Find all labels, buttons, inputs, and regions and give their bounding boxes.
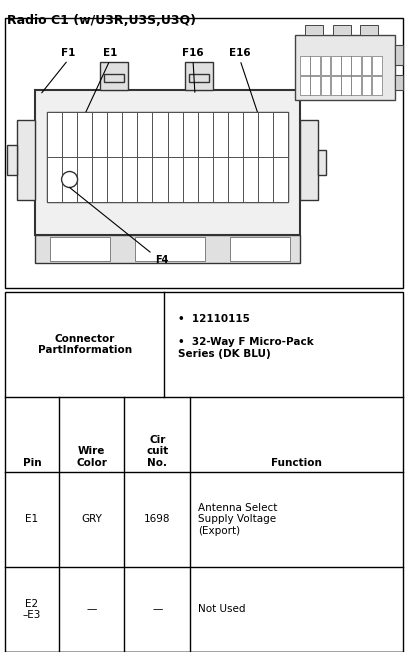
Bar	[341, 55, 351, 75]
Bar	[135, 237, 205, 261]
Text: F1: F1	[61, 48, 75, 58]
Bar	[228, 157, 243, 202]
Bar	[331, 76, 341, 95]
Bar	[321, 76, 330, 95]
Text: F4: F4	[155, 255, 169, 265]
Text: Not Used: Not Used	[198, 604, 246, 614]
Bar	[395, 45, 403, 65]
Bar	[35, 90, 300, 235]
Bar	[122, 157, 137, 202]
Bar	[213, 157, 228, 202]
Bar	[47, 157, 62, 202]
Bar	[318, 150, 326, 175]
Bar	[92, 157, 107, 202]
Bar	[182, 112, 197, 157]
Bar	[310, 76, 320, 95]
Bar	[62, 157, 77, 202]
Bar	[361, 55, 371, 75]
Bar	[273, 157, 288, 202]
Text: Wire
Color: Wire Color	[76, 447, 107, 468]
Bar	[372, 55, 381, 75]
Bar	[321, 55, 330, 75]
Bar	[300, 55, 310, 75]
Bar	[258, 157, 273, 202]
Text: Connector
PartInformation: Connector PartInformation	[38, 334, 132, 355]
Bar	[100, 62, 128, 90]
Bar	[77, 157, 92, 202]
Bar	[168, 157, 182, 202]
Bar	[228, 112, 243, 157]
Bar	[361, 76, 371, 95]
Bar	[62, 112, 77, 157]
Bar	[137, 112, 153, 157]
Bar	[104, 74, 124, 82]
Bar	[137, 157, 153, 202]
Text: Antenna Select
Supply Voltage
(Export): Antenna Select Supply Voltage (Export)	[198, 503, 277, 536]
Bar	[50, 237, 110, 261]
Bar	[7, 145, 17, 175]
Bar	[395, 75, 403, 90]
Bar	[47, 112, 288, 202]
Bar	[5, 292, 403, 652]
Bar	[153, 112, 168, 157]
Bar	[331, 55, 341, 75]
Bar	[107, 157, 122, 202]
Bar	[5, 18, 403, 288]
Bar	[341, 76, 351, 95]
Bar	[213, 112, 228, 157]
Bar	[295, 35, 395, 100]
Bar	[273, 112, 288, 157]
Bar	[243, 157, 258, 202]
Bar	[107, 112, 122, 157]
Text: 1698: 1698	[144, 514, 171, 524]
Text: •  32-Way F Micro-Pack
Series (DK BLU): • 32-Way F Micro-Pack Series (DK BLU)	[178, 337, 314, 359]
Bar	[351, 55, 361, 75]
Text: E1: E1	[25, 514, 38, 524]
Bar	[122, 112, 137, 157]
Text: E16: E16	[229, 48, 251, 58]
Bar	[47, 112, 62, 157]
Text: Function: Function	[271, 458, 322, 468]
Bar	[351, 76, 361, 95]
Bar	[360, 25, 378, 35]
Bar	[35, 235, 300, 263]
Text: Cir
cuit
No.: Cir cuit No.	[146, 435, 169, 468]
Bar	[17, 120, 35, 200]
Bar	[372, 76, 381, 95]
Text: F16: F16	[182, 48, 204, 58]
Bar	[305, 25, 323, 35]
Bar	[243, 112, 258, 157]
Text: E1: E1	[103, 48, 117, 58]
Bar	[189, 74, 209, 82]
Bar	[300, 76, 310, 95]
Bar	[92, 112, 107, 157]
Text: Radio C1 (w/U3R,U3S,U3Q): Radio C1 (w/U3R,U3S,U3Q)	[7, 14, 196, 27]
Text: GRY: GRY	[81, 514, 102, 524]
Bar	[182, 157, 197, 202]
Bar	[77, 112, 92, 157]
Bar	[153, 157, 168, 202]
Bar	[300, 120, 318, 200]
Bar	[333, 25, 351, 35]
Text: —: —	[152, 604, 162, 614]
Text: •  12110115: • 12110115	[178, 314, 250, 324]
Bar	[310, 55, 320, 75]
Bar	[197, 112, 213, 157]
Text: E2
–E3: E2 –E3	[23, 599, 41, 620]
Bar	[168, 112, 182, 157]
Bar	[197, 157, 213, 202]
Text: Pin: Pin	[22, 458, 41, 468]
Bar	[185, 62, 213, 90]
Bar	[258, 112, 273, 157]
Circle shape	[62, 171, 78, 188]
Bar	[230, 237, 290, 261]
Text: —: —	[86, 604, 97, 614]
